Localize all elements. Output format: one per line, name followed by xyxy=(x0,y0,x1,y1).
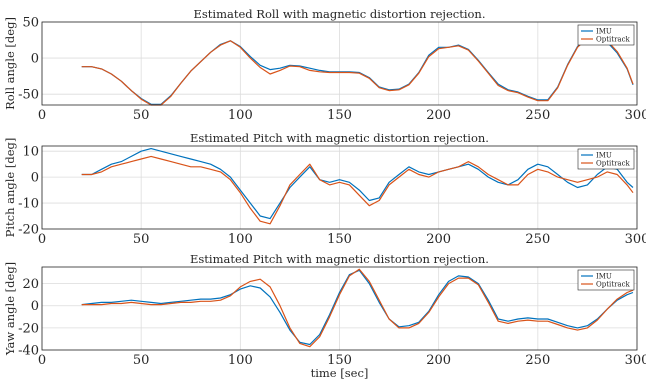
x-tick-label: 250 xyxy=(525,232,550,247)
y-axis-label: Yaw angle [deg] xyxy=(3,262,17,356)
legend-label: Optitrack xyxy=(596,160,631,168)
chart-title: Estimated Pitch with magnetic distortion… xyxy=(190,131,489,145)
x-tick-label: 150 xyxy=(327,108,352,123)
x-tick-label: 50 xyxy=(133,353,150,368)
subplot-1: 0 50 100 150 200 250 300 -50 0 50 Estimated Roll w… xyxy=(3,7,646,123)
x-tick-label: 150 xyxy=(327,232,352,247)
y-tick-label: 20 xyxy=(22,277,39,292)
x-tick-label: 200 xyxy=(426,232,451,247)
chart-title: Estimated Pitch with magnetic distortion… xyxy=(190,252,489,266)
x-tick-label: 100 xyxy=(228,353,253,368)
y-tick-label: 0 xyxy=(31,52,39,67)
series-line-optitrack xyxy=(81,268,634,348)
legend-label: IMU xyxy=(596,273,612,281)
legend-label: IMU xyxy=(596,28,612,36)
x-tick-label: 200 xyxy=(426,108,451,123)
series-line-imu xyxy=(81,269,634,346)
x-tick-label: 0 xyxy=(38,353,46,368)
y-tick-label: -20 xyxy=(18,321,39,336)
x-axis-label: time [sec] xyxy=(311,366,369,380)
x-tick-label: 0 xyxy=(38,232,46,247)
x-tick-label: 100 xyxy=(228,232,253,247)
series-line-optitrack xyxy=(81,34,634,106)
y-axis-label: Pitch angle [deg] xyxy=(3,138,17,238)
x-tick-label: 300 xyxy=(625,232,646,247)
y-axis-label: Roll angle [deg] xyxy=(3,17,17,110)
x-tick-label: 150 xyxy=(327,353,352,368)
x-tick-label: 300 xyxy=(625,353,646,368)
y-tick-label: -10 xyxy=(18,197,39,212)
chart-title: Estimated Roll with magnetic distortion … xyxy=(194,7,486,21)
subplot-3: 0 50 100 150 200 250 300 -40 -20 0 20 Estimated Pit… xyxy=(3,252,646,380)
legend-box xyxy=(577,148,635,170)
axes-frame xyxy=(41,266,638,351)
legend-box xyxy=(577,269,635,291)
y-tick-label: -40 xyxy=(18,344,39,359)
x-tick-label: 0 xyxy=(38,108,46,123)
series-line-imu xyxy=(81,148,634,220)
legend-label: Optitrack xyxy=(596,36,631,44)
x-tick-label: 50 xyxy=(133,108,150,123)
y-tick-label: -20 xyxy=(18,223,39,238)
x-tick-label: 250 xyxy=(525,108,550,123)
y-tick-label: 0 xyxy=(31,299,39,314)
x-tick-label: 300 xyxy=(625,108,646,123)
x-tick-label: 50 xyxy=(133,232,150,247)
y-tick-label: 0 xyxy=(31,171,39,186)
x-tick-label: 100 xyxy=(228,108,253,123)
y-tick-label: 10 xyxy=(22,145,39,160)
legend-box xyxy=(577,24,635,46)
x-tick-label: 200 xyxy=(426,353,451,368)
subplot-2: 0 50 100 150 200 250 300 -20 -10 0 10 Estimated Pit… xyxy=(3,131,646,247)
legend-label: Optitrack xyxy=(596,281,631,289)
axes-frame xyxy=(41,145,638,230)
y-tick-label: 50 xyxy=(22,16,39,31)
axes-frame xyxy=(41,21,638,106)
x-tick-label: 250 xyxy=(525,353,550,368)
y-tick-label: -50 xyxy=(18,88,39,103)
series-line-optitrack xyxy=(81,155,634,225)
legend-label: IMU xyxy=(596,152,612,160)
